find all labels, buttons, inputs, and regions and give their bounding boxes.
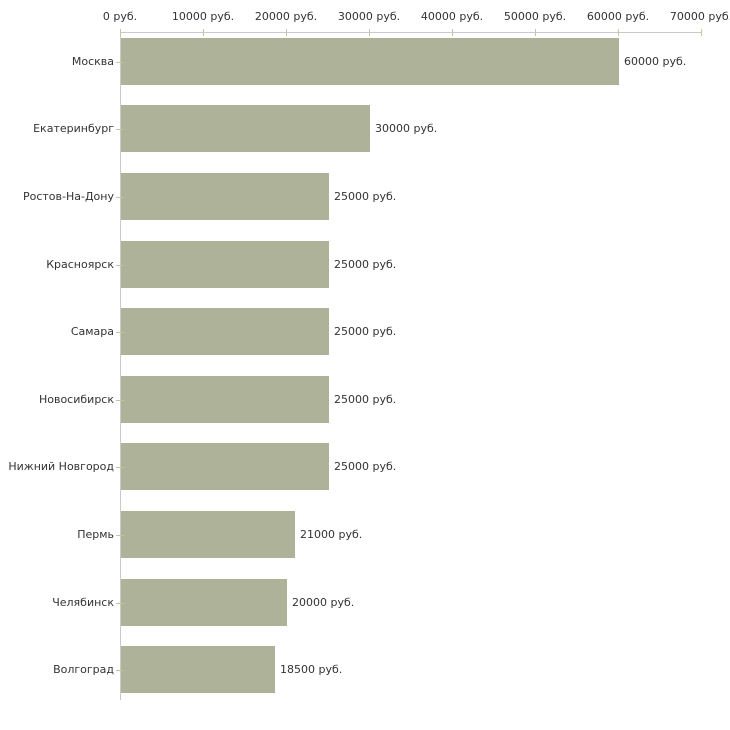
x-axis-tick xyxy=(535,29,536,36)
y-axis-tick xyxy=(116,197,124,198)
bar xyxy=(121,646,275,693)
x-axis-tick xyxy=(701,29,702,36)
y-axis-tick xyxy=(116,535,124,536)
y-axis-tick xyxy=(116,467,124,468)
category-label: Красноярск xyxy=(46,258,114,271)
y-axis-tick xyxy=(116,670,124,671)
category-label: Пермь xyxy=(77,528,114,541)
value-label: 21000 руб. xyxy=(300,528,363,541)
x-axis-tick xyxy=(369,29,370,36)
x-axis-tick-label: 10000 руб. xyxy=(171,10,235,23)
category-label: Ростов-На-Дону xyxy=(22,190,114,203)
y-axis-tick xyxy=(116,400,124,401)
bar xyxy=(121,173,329,220)
x-axis-line xyxy=(120,32,702,33)
bar xyxy=(121,241,329,288)
bar xyxy=(121,579,287,626)
value-label: 18500 руб. xyxy=(280,663,343,676)
x-axis-tick xyxy=(203,29,204,36)
x-axis-tick-label: 40000 руб. xyxy=(420,10,484,23)
x-axis-tick xyxy=(452,29,453,36)
x-axis-tick-label: 0 руб. xyxy=(102,10,138,23)
x-axis-tick-label: 60000 руб. xyxy=(586,10,650,23)
y-axis-tick xyxy=(116,332,124,333)
value-label: 30000 руб. xyxy=(375,122,438,135)
value-label: 25000 руб. xyxy=(334,460,397,473)
x-axis-tick-label: 30000 руб. xyxy=(337,10,401,23)
y-axis-tick xyxy=(116,603,124,604)
y-axis-tick xyxy=(116,129,124,130)
category-label: Нижний Новгород xyxy=(8,460,114,473)
x-axis-tick-label: 50000 руб. xyxy=(503,10,567,23)
x-axis-tick-label: 70000 руб. xyxy=(669,10,730,23)
category-label: Москва xyxy=(71,55,114,68)
x-axis-tick xyxy=(286,29,287,36)
x-axis-tick xyxy=(618,29,619,36)
y-axis-line xyxy=(120,32,121,700)
value-label: 25000 руб. xyxy=(334,258,397,271)
category-label: Челябинск xyxy=(52,596,114,609)
x-axis-tick xyxy=(120,29,121,36)
value-label: 25000 руб. xyxy=(334,393,397,406)
category-label: Новосибирск xyxy=(38,393,114,406)
bar xyxy=(121,308,329,355)
bar xyxy=(121,105,370,152)
x-axis-tick-label: 20000 руб. xyxy=(254,10,318,23)
bar xyxy=(121,38,619,85)
value-label: 20000 руб. xyxy=(292,596,355,609)
bar xyxy=(121,511,295,558)
bar xyxy=(121,376,329,423)
bar xyxy=(121,443,329,490)
value-label: 25000 руб. xyxy=(334,190,397,203)
y-axis-tick xyxy=(116,265,124,266)
category-label: Волгоград xyxy=(53,663,114,676)
y-axis-tick xyxy=(116,62,124,63)
category-label: Екатеринбург xyxy=(33,122,114,135)
value-label: 25000 руб. xyxy=(334,325,397,338)
value-label: 60000 руб. xyxy=(624,55,687,68)
category-label: Самара xyxy=(70,325,114,338)
